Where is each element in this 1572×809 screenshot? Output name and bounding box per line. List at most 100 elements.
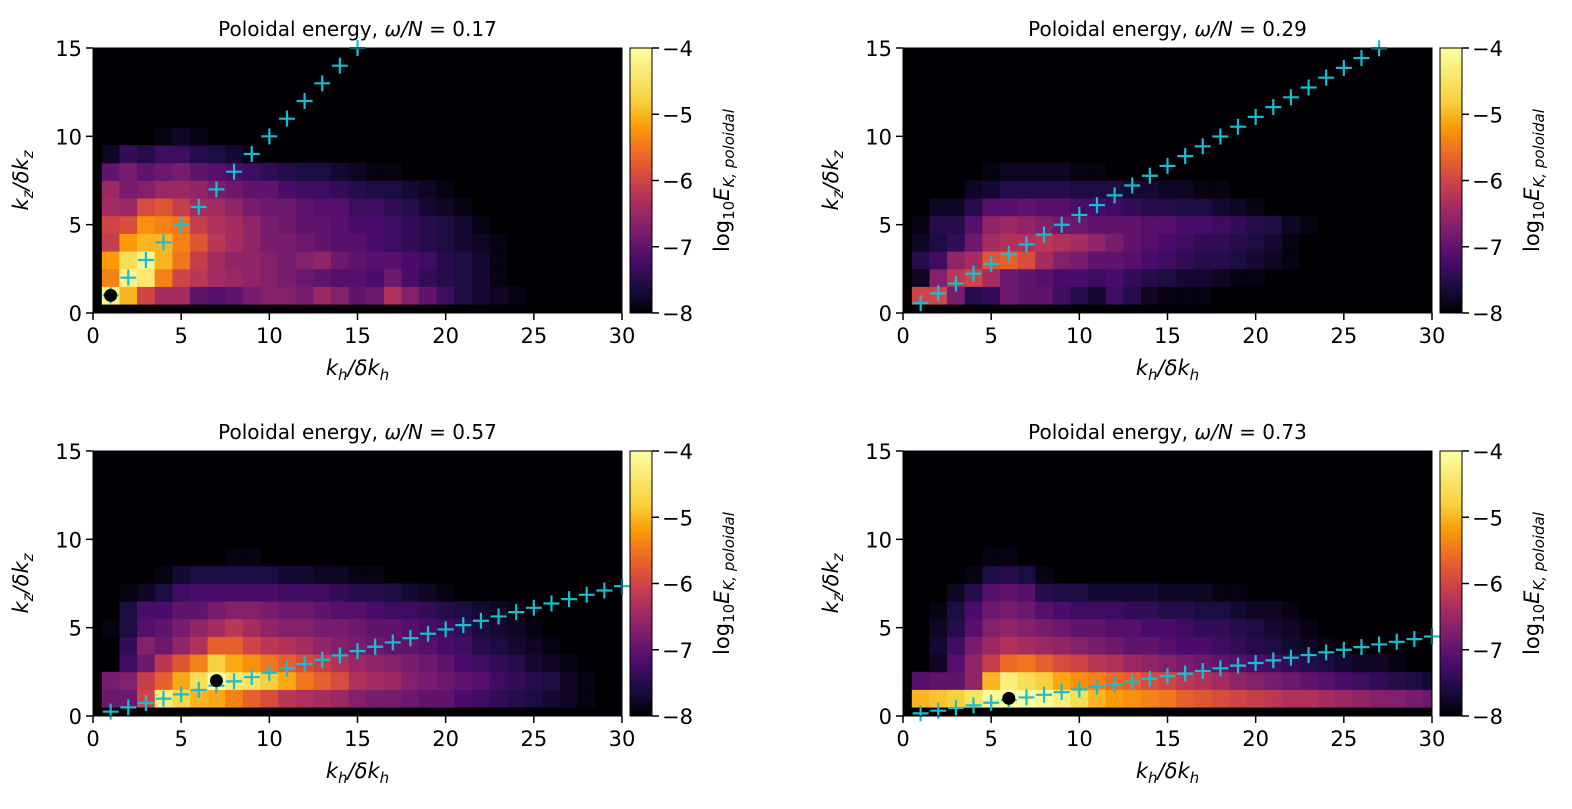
- heatmap-cell: [1123, 215, 1142, 234]
- dispersion-cross-marker: [314, 75, 331, 92]
- heatmap-cell: [331, 583, 350, 602]
- heatmap-cell: [189, 180, 209, 199]
- y-axis-label: kz/δkz: [819, 552, 847, 613]
- dispersion-cross-marker: [1000, 246, 1017, 263]
- heatmap-cell: [1193, 601, 1212, 620]
- heatmap-cell: [472, 601, 491, 620]
- heatmap-cell: [1035, 198, 1054, 217]
- heatmap-cell: [1052, 618, 1071, 637]
- heatmap-cell: [242, 689, 261, 708]
- heatmap-cell: [225, 286, 244, 305]
- heatmap-cell: [242, 565, 261, 584]
- heatmap-cell: [489, 654, 508, 673]
- heatmap-cell: [1264, 601, 1283, 620]
- heatmap-cell: [1176, 233, 1195, 252]
- heatmap-cell: [242, 215, 261, 234]
- heatmap-cell: [401, 689, 420, 708]
- heatmap-cell: [119, 286, 138, 305]
- heatmap-cell: [1229, 671, 1248, 690]
- heatmap-cell: [119, 215, 138, 234]
- heatmap-cell: [137, 671, 156, 690]
- dispersion-cross-marker: [1335, 641, 1352, 658]
- dispersion-cross-marker: [173, 216, 190, 233]
- heatmap-cell: [999, 671, 1019, 690]
- heatmap-cell: [1317, 654, 1336, 673]
- heatmap-cell: [1123, 198, 1142, 217]
- heatmap-cell: [436, 233, 455, 252]
- heatmap-cell: [1141, 268, 1160, 287]
- heatmap-cell: [101, 198, 120, 217]
- heatmap-cell: [207, 689, 226, 708]
- heatmap-cell: [1176, 198, 1195, 217]
- dispersion-cross-marker: [1212, 660, 1229, 677]
- heatmap-cell: [1176, 601, 1195, 620]
- heatmap-cell: [929, 198, 948, 217]
- heatmap-cell: [1282, 689, 1301, 708]
- dispersion-cross-marker: [402, 630, 419, 647]
- heatmap-cell: [119, 601, 138, 620]
- panel-title: Poloidal energy, ω/N = 0.73: [1028, 420, 1307, 444]
- heatmap-cell: [295, 268, 314, 287]
- y-tick-label: 10: [865, 528, 892, 552]
- heatmap-cell: [1052, 636, 1071, 655]
- heatmap-cell: [189, 162, 209, 181]
- heatmap-cell: [1229, 689, 1248, 708]
- heatmap-cell: [1123, 636, 1142, 655]
- heatmap-cell: [1299, 618, 1318, 637]
- heatmap-cell: [472, 636, 491, 655]
- heatmap-cell: [982, 618, 1001, 637]
- heatmap-cell: [260, 654, 279, 673]
- heatmap-cell: [313, 215, 332, 234]
- heatmap-cell: [366, 233, 385, 252]
- dispersion-cross-marker: [296, 93, 313, 109]
- dispersion-cross-marker: [349, 643, 366, 660]
- heatmap-cell: [207, 145, 226, 164]
- dispersion-cross-marker: [455, 617, 472, 634]
- heatmap-cell: [1158, 251, 1177, 270]
- heatmap-cell: [1035, 618, 1054, 637]
- x-tick-label: 0: [86, 324, 99, 348]
- heatmap-cell: [137, 654, 156, 673]
- heatmap-cell: [947, 233, 966, 252]
- heatmap-cell: [1246, 618, 1265, 637]
- heatmap-cell: [207, 251, 226, 270]
- heatmap-cell: [472, 268, 491, 287]
- heatmap-cell: [947, 286, 966, 305]
- heatmap-cell: [929, 618, 948, 637]
- dispersion-cross-marker: [1106, 187, 1123, 204]
- dispersion-cross-marker: [1353, 639, 1370, 656]
- heatmap-cell: [1211, 618, 1230, 637]
- heatmap-cell: [331, 286, 350, 305]
- heatmap-cell: [1141, 689, 1160, 708]
- heatmap-cell: [1282, 251, 1301, 270]
- heatmap-cell: [207, 654, 226, 673]
- dispersion-cross-marker: [1159, 668, 1176, 685]
- heatmap-cell: [1035, 654, 1054, 673]
- heatmap-cell: [947, 671, 966, 690]
- heatmap-cell: [1141, 654, 1160, 673]
- heatmap-cell: [137, 601, 156, 620]
- heatmap-cell: [1017, 198, 1036, 217]
- colorbar-gradient: [629, 47, 653, 314]
- heatmap-cell: [1141, 286, 1160, 305]
- heatmap-cell: [189, 601, 209, 620]
- y-axis-label: kz/δkz: [819, 149, 847, 210]
- heatmap-cell: [1387, 654, 1406, 673]
- dispersion-cross-marker: [155, 234, 172, 251]
- heatmap-cell: [189, 215, 209, 234]
- heatmap-cell: [348, 689, 367, 708]
- dispersion-cross-marker: [1194, 662, 1211, 679]
- heatmap-cell: [507, 636, 526, 655]
- heatmap-cell: [947, 636, 966, 655]
- heatmap-cell: [1035, 162, 1054, 181]
- heatmap-cell: [489, 618, 508, 637]
- colorbar-tick-label: −4: [662, 440, 693, 464]
- heatmap-cell: [313, 636, 332, 655]
- heatmap-cell: [489, 671, 508, 690]
- heatmap-cell: [383, 583, 402, 602]
- x-tick-label: 5: [984, 324, 997, 348]
- heatmap-cell: [1052, 233, 1071, 252]
- heatmap-cell: [313, 565, 332, 584]
- heatmap-cell: [1123, 689, 1142, 708]
